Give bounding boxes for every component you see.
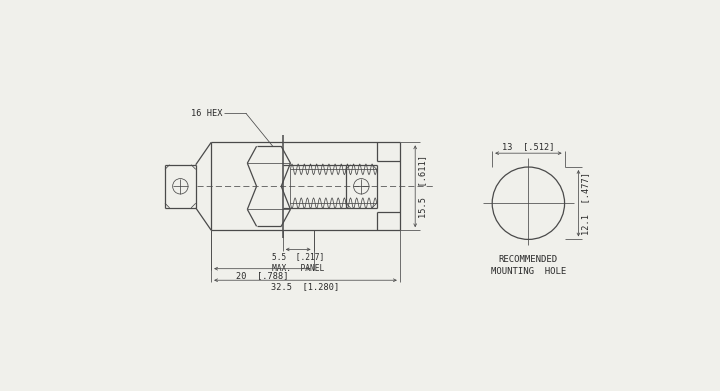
Text: 5.5  [.217]
MAX.  PANEL: 5.5 [.217] MAX. PANEL — [272, 252, 324, 273]
Text: 15.5  [.611]: 15.5 [.611] — [418, 155, 427, 218]
Text: RECOMMENDED
MOUNTING  HOLE: RECOMMENDED MOUNTING HOLE — [491, 255, 566, 276]
Text: 32.5  [1.280]: 32.5 [1.280] — [271, 283, 340, 292]
Text: 12.1  [.477]: 12.1 [.477] — [582, 172, 590, 235]
Text: 20  [.788]: 20 [.788] — [236, 271, 289, 280]
Text: 16 HEX: 16 HEX — [192, 109, 222, 118]
Text: 13  [.512]: 13 [.512] — [502, 142, 554, 151]
